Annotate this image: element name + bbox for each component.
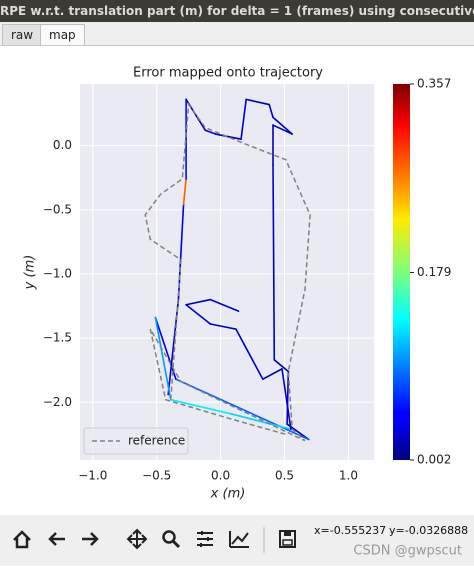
x-tick-label: 0.0 xyxy=(211,469,230,483)
window-title: RPE w.r.t. translation part (m) for delt… xyxy=(0,0,474,22)
trajectory-segment xyxy=(154,316,177,380)
trajectory-segment xyxy=(272,164,276,361)
coordinate-y: y=-0.0326888 xyxy=(389,524,468,537)
toolbar: x=-0.555237 y=-0.0326888 CSDN @gwpscut xyxy=(0,515,474,566)
trajectory-segment xyxy=(245,98,270,106)
trajectory-segment xyxy=(286,370,290,425)
legend: reference xyxy=(83,427,189,455)
y-tick-label: 0.0 xyxy=(53,138,72,152)
y-tick-label: −1.5 xyxy=(43,331,72,345)
axes-background xyxy=(80,84,374,460)
chart-title: Error mapped onto trajectory xyxy=(133,66,323,81)
y-tick-label: −0.5 xyxy=(43,202,72,216)
trajectory-segment xyxy=(261,368,283,380)
trajectory-segment xyxy=(182,178,187,206)
y-tick-label: −1.0 xyxy=(43,266,72,280)
watermark: CSDN @gwpscut xyxy=(353,544,462,559)
trajectory-segment xyxy=(154,316,172,401)
forward-button[interactable] xyxy=(82,532,99,546)
trajectory-segment xyxy=(230,413,292,431)
tab[interactable]: map xyxy=(40,24,85,45)
configure-button[interactable] xyxy=(197,531,213,547)
pan-button[interactable] xyxy=(126,528,148,550)
trajectory-segment xyxy=(214,133,242,140)
y-tick-label: −2.0 xyxy=(43,395,72,409)
x-tick-label: 0.5 xyxy=(275,469,294,483)
trajectory-segment xyxy=(235,328,264,380)
x-tick-label: 1.0 xyxy=(339,469,358,483)
trajectory-segment xyxy=(209,298,240,312)
home-button[interactable] xyxy=(13,530,31,549)
trajectory-segment xyxy=(240,98,247,140)
legend-box xyxy=(83,427,189,455)
trajectory-segment xyxy=(268,103,274,119)
tab[interactable]: raw xyxy=(2,24,43,45)
trajectory-segment xyxy=(185,303,212,325)
zoom-button[interactable] xyxy=(162,530,181,549)
trajectory-segment xyxy=(204,129,217,135)
colorbar-ticks: 0.002 0.179 0.357 xyxy=(410,77,451,467)
trajectory-segment xyxy=(281,368,292,431)
toolbar-icons: x=-0.555237 y=-0.0326888 CSDN @gwpscut xyxy=(13,524,468,559)
reference-line xyxy=(144,102,311,442)
x-tick-label: −0.5 xyxy=(142,469,171,483)
trajectory-segment xyxy=(272,124,293,135)
x-axis-label: x (m) xyxy=(210,487,246,502)
colorbar-tick-label: 0.179 xyxy=(417,265,451,279)
trajectory-segment xyxy=(185,298,212,306)
back-button[interactable] xyxy=(48,532,65,546)
labels: −1.0 −0.5 0.0 0.5 1.0 0.0 −0.5 −1.0 −1.5 −2.0 refe… xyxy=(43,138,358,482)
plot-area xyxy=(144,98,311,442)
figure: −1.0 −0.5 0.0 0.5 1.0 0.0 −0.5 −1.0 −1.5 −2.0 refe… xyxy=(23,66,452,502)
trajectory-segment xyxy=(273,359,290,373)
trajectory-segment xyxy=(272,116,293,135)
save-button[interactable] xyxy=(279,530,296,548)
colorbar-tick-label: 0.002 xyxy=(417,453,451,467)
lines-button[interactable] xyxy=(229,531,249,548)
colorbar xyxy=(393,84,410,460)
colorbar-tick-label: 0.357 xyxy=(417,77,451,91)
trajectory-segment xyxy=(209,323,237,330)
coordinate-x: x=-0.555237 xyxy=(314,524,386,537)
y-axis-label: y (m) xyxy=(23,255,38,291)
tab-bar: raw map xyxy=(0,22,474,46)
trajectory-segment xyxy=(169,398,232,415)
x-tick-label: −1.0 xyxy=(78,469,107,483)
legend-label: reference xyxy=(128,434,185,448)
